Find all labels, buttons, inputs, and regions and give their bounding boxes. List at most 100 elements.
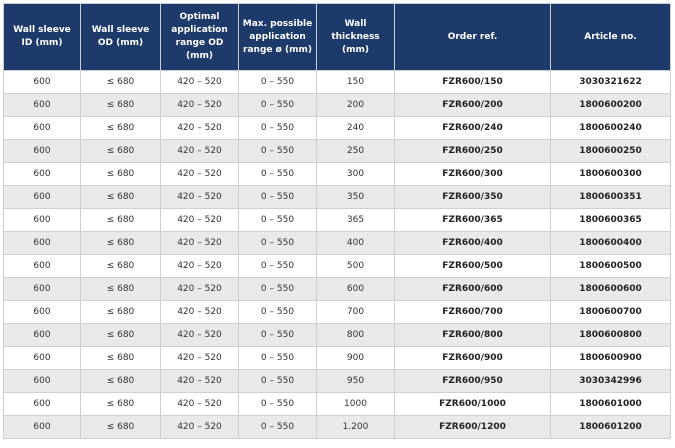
table-cell: ≤ 680 xyxy=(80,392,161,416)
table-cell: 3030342996 xyxy=(550,369,671,393)
table-body: 600 ≤ 680 420 – 520 0 – 550 150 FZR600/150 303… xyxy=(3,70,671,439)
table-row: 600 ≤ 680 420 – 520 0 – 550 900 FZR600/900 180… xyxy=(3,346,671,370)
table-cell: 3030321622 xyxy=(550,70,671,94)
table-cell: ≤ 680 xyxy=(80,415,161,439)
table-row: 600 ≤ 680 420 – 520 0 – 550 365 FZR600/365 180… xyxy=(3,208,671,232)
table-cell: 1800600300 xyxy=(550,162,671,186)
table-cell: 420 – 520 xyxy=(160,369,239,393)
table-cell: ≤ 680 xyxy=(80,277,161,301)
table-cell: 1800600240 xyxy=(550,116,671,140)
table-cell: 420 – 520 xyxy=(160,300,239,324)
table-cell: 600 xyxy=(3,231,81,255)
table-cell: 420 – 520 xyxy=(160,277,239,301)
table-cell: 800 xyxy=(316,323,395,347)
table-cell: FZR600/1000 xyxy=(394,392,551,416)
table-cell: 0 – 550 xyxy=(238,93,317,117)
table-cell: 600 xyxy=(3,185,81,209)
table-cell: 0 – 550 xyxy=(238,231,317,255)
table-cell: 0 – 550 xyxy=(238,185,317,209)
table-cell: FZR600/400 xyxy=(394,231,551,255)
table-cell: 600 xyxy=(3,346,81,370)
table-cell: 200 xyxy=(316,93,395,117)
table-cell: 1000 xyxy=(316,392,395,416)
table-cell: ≤ 680 xyxy=(80,162,161,186)
table-cell: 1800600400 xyxy=(550,231,671,255)
table-cell: FZR600/250 xyxy=(394,139,551,163)
table-cell: 500 xyxy=(316,254,395,278)
table-row: 600 ≤ 680 420 – 520 0 – 550 300 FZR600/300 180… xyxy=(3,162,671,186)
table-cell: 240 xyxy=(316,116,395,140)
table-cell: ≤ 680 xyxy=(80,254,161,278)
table-row: 600 ≤ 680 420 – 520 0 – 550 200 FZR600/200 180… xyxy=(3,93,671,117)
table-cell: 900 xyxy=(316,346,395,370)
table-cell: 0 – 550 xyxy=(238,162,317,186)
table-cell: ≤ 680 xyxy=(80,93,161,117)
table-cell: FZR600/1200 xyxy=(394,415,551,439)
header-cell: Article no. xyxy=(550,3,671,71)
table-cell: 0 – 550 xyxy=(238,300,317,324)
table-cell: 150 xyxy=(316,70,395,94)
table-cell: 600 xyxy=(3,70,81,94)
table-cell: 1800600351 xyxy=(550,185,671,209)
table-cell: ≤ 680 xyxy=(80,231,161,255)
table-cell: FZR600/500 xyxy=(394,254,551,278)
product-table: Wall sleeve ID (mm) Wall sleeve OD (mm) Op… xyxy=(3,3,671,439)
table-cell: 600 xyxy=(3,93,81,117)
table-cell: 0 – 550 xyxy=(238,139,317,163)
table-cell: ≤ 680 xyxy=(80,369,161,393)
table-cell: 420 – 520 xyxy=(160,70,239,94)
table-cell: 600 xyxy=(3,277,81,301)
table-cell: 420 – 520 xyxy=(160,323,239,347)
table-cell: 1.200 xyxy=(316,415,395,439)
table-cell: 1800600365 xyxy=(550,208,671,232)
table-cell: FZR600/150 xyxy=(394,70,551,94)
table-cell: 600 xyxy=(3,139,81,163)
table-cell: 0 – 550 xyxy=(238,70,317,94)
table-cell: 1800600900 xyxy=(550,346,671,370)
table-cell: 420 – 520 xyxy=(160,208,239,232)
table-cell: 0 – 550 xyxy=(238,369,317,393)
table-cell: 420 – 520 xyxy=(160,346,239,370)
table-cell: 250 xyxy=(316,139,395,163)
table-cell: 420 – 520 xyxy=(160,415,239,439)
table-cell: 1800600200 xyxy=(550,93,671,117)
table-row: 600 ≤ 680 420 – 520 0 – 550 250 FZR600/250 180… xyxy=(3,139,671,163)
table-cell: FZR600/200 xyxy=(394,93,551,117)
table-cell: FZR600/700 xyxy=(394,300,551,324)
table-cell: 0 – 550 xyxy=(238,116,317,140)
table-cell: ≤ 680 xyxy=(80,116,161,140)
table-cell: 600 xyxy=(3,415,81,439)
table-row: 600 ≤ 680 420 – 520 0 – 550 240 FZR600/240 180… xyxy=(3,116,671,140)
table-row: 600 ≤ 680 420 – 520 0 – 550 500 FZR600/500 180… xyxy=(3,254,671,278)
table-cell: 1800600800 xyxy=(550,323,671,347)
table-cell: 600 xyxy=(316,277,395,301)
table-cell: 600 xyxy=(3,369,81,393)
header-cell: Max. possible application range ø (mm) xyxy=(238,3,317,71)
table-cell: 0 – 550 xyxy=(238,208,317,232)
table-cell: 1800601000 xyxy=(550,392,671,416)
table-row: 600 ≤ 680 420 – 520 0 – 550 1000 FZR600/1000 1… xyxy=(3,392,671,416)
table-cell: 600 xyxy=(3,254,81,278)
table-cell: FZR600/240 xyxy=(394,116,551,140)
table-cell: 400 xyxy=(316,231,395,255)
table-cell: FZR600/950 xyxy=(394,369,551,393)
table-cell: ≤ 680 xyxy=(80,323,161,347)
table-row: 600 ≤ 680 420 – 520 0 – 550 950 FZR600/950 303… xyxy=(3,369,671,393)
table-cell: 420 – 520 xyxy=(160,392,239,416)
header-cell: Optimal application range OD (mm) xyxy=(160,3,239,71)
table-row: 600 ≤ 680 420 – 520 0 – 550 400 FZR600/400 180… xyxy=(3,231,671,255)
table-cell: 1800600500 xyxy=(550,254,671,278)
table-row: 600 ≤ 680 420 – 520 0 – 550 600 FZR600/600 180… xyxy=(3,277,671,301)
table-cell: 0 – 550 xyxy=(238,346,317,370)
table-cell: ≤ 680 xyxy=(80,139,161,163)
table-cell: 0 – 550 xyxy=(238,277,317,301)
table-cell: 0 – 550 xyxy=(238,392,317,416)
table-cell: 600 xyxy=(3,208,81,232)
table-cell: ≤ 680 xyxy=(80,70,161,94)
table-cell: 420 – 520 xyxy=(160,139,239,163)
table-cell: 420 – 520 xyxy=(160,162,239,186)
table-cell: FZR600/900 xyxy=(394,346,551,370)
table-row: 600 ≤ 680 420 – 520 0 – 550 1.200 FZR600/1200… xyxy=(3,415,671,439)
table-cell: 350 xyxy=(316,185,395,209)
table-cell: 600 xyxy=(3,392,81,416)
